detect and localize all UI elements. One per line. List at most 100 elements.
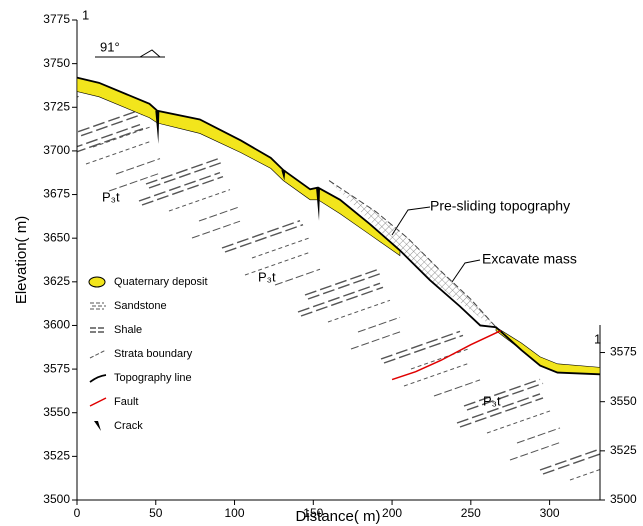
y-axis-label: Elevation( m) <box>13 216 30 304</box>
strata-line <box>77 109 141 138</box>
strata-line <box>562 93 600 118</box>
strata-line <box>168 189 231 212</box>
legend-item: Quaternary deposit <box>88 276 208 288</box>
annotation: Excavate mass <box>482 251 577 267</box>
legend-label: Topography line <box>114 372 192 384</box>
strata-line <box>509 442 561 461</box>
x-tick-label: 150 <box>303 506 323 520</box>
strata-label: P₃t <box>102 189 120 204</box>
strata-line <box>221 220 301 249</box>
strata-line <box>542 445 600 475</box>
strata-line <box>403 362 471 387</box>
strata-line <box>224 224 304 253</box>
leader <box>451 259 481 283</box>
strata-line <box>115 158 161 175</box>
legend-item: Shale <box>90 324 142 336</box>
crack <box>155 110 160 144</box>
legend-item: Fault <box>89 396 138 408</box>
y2-tick-label: 3500 <box>610 492 637 506</box>
section-mark: 1 <box>82 7 89 22</box>
dip-label: 91° <box>100 39 120 54</box>
strata-line <box>433 379 481 397</box>
y-tick-label: 3650 <box>43 230 70 244</box>
y2-tick-label: 3550 <box>610 394 637 408</box>
strata-line <box>383 334 464 364</box>
legend-item: Strata boundary <box>89 348 193 360</box>
crack <box>281 170 286 181</box>
strata-line <box>539 441 600 471</box>
section-mark: 1 <box>594 331 601 346</box>
pre-sliding-line <box>328 180 497 328</box>
x-tick-label: 300 <box>540 506 560 520</box>
strata-line <box>459 397 544 428</box>
fault-line <box>391 330 502 381</box>
strata-line <box>77 127 144 159</box>
y-tick-label: 3750 <box>43 56 70 70</box>
y2-tick-label: 3575 <box>610 345 637 359</box>
deposit <box>495 326 601 375</box>
dip-symbol <box>95 49 165 58</box>
x-tick-label: 50 <box>149 506 163 520</box>
legend-symbol <box>90 302 106 310</box>
y-tick-label: 3675 <box>43 187 70 201</box>
strata-line <box>592 110 600 128</box>
strata-line <box>307 272 384 300</box>
legend-symbol <box>89 349 107 359</box>
strata-line <box>300 286 384 317</box>
strata-line <box>145 157 221 185</box>
leader <box>391 206 431 236</box>
strata-line <box>251 237 311 259</box>
legend-symbol <box>89 374 107 383</box>
crack <box>316 187 321 221</box>
strata-line <box>108 172 161 192</box>
y-tick-label: 3700 <box>43 143 70 157</box>
strata-line <box>77 113 144 142</box>
strata-label: P₃t <box>258 269 276 284</box>
strata-line <box>569 458 600 481</box>
strata-line <box>244 251 311 276</box>
legend-symbol <box>88 276 106 288</box>
legend-label: Strata boundary <box>114 348 193 360</box>
topography-line <box>76 76 601 376</box>
legend-label: Shale <box>114 324 142 336</box>
strata-line <box>357 316 401 333</box>
strata-line <box>77 123 141 155</box>
legend-label: Sandstone <box>114 300 167 312</box>
strata-line <box>297 282 381 313</box>
y-tick-label: 3550 <box>43 405 70 419</box>
strata-line <box>304 268 381 296</box>
annotation: Pre-sliding topography <box>430 198 570 214</box>
strata-line <box>327 299 391 323</box>
strata-line <box>463 378 541 407</box>
strata-line <box>350 331 401 350</box>
y-tick-label: 3625 <box>43 274 70 288</box>
strata-line <box>198 206 241 222</box>
deposit <box>76 77 401 257</box>
legend-item: Topography line <box>89 372 192 384</box>
x-tick-label: 0 <box>74 506 81 520</box>
legend-item: Sandstone <box>90 300 167 312</box>
legend-label: Crack <box>114 420 143 432</box>
strata-line <box>380 330 461 360</box>
legend-symbol <box>94 421 101 431</box>
strata-line <box>274 268 321 286</box>
legend: Quaternary deposit Sandstone Shale Strata b… <box>88 276 208 432</box>
legend-label: Fault <box>114 396 138 408</box>
x-tick-label: 100 <box>225 506 245 520</box>
y2-tick-label: 3525 <box>610 443 637 457</box>
x-tick-label: 250 <box>461 506 481 520</box>
y-tick-label: 3725 <box>43 99 70 113</box>
excavated-mass <box>329 180 497 330</box>
strata-line <box>141 175 224 206</box>
strata-line <box>456 393 541 424</box>
strata-line <box>410 347 471 370</box>
y-tick-label: 3600 <box>43 318 70 332</box>
legend-symbol <box>90 327 106 333</box>
strata-line <box>466 382 544 411</box>
legend-symbol <box>89 397 107 407</box>
strata-line <box>191 220 241 239</box>
strata-line <box>148 161 224 189</box>
legend-label: Quaternary deposit <box>114 276 208 288</box>
strata-line <box>138 171 221 202</box>
